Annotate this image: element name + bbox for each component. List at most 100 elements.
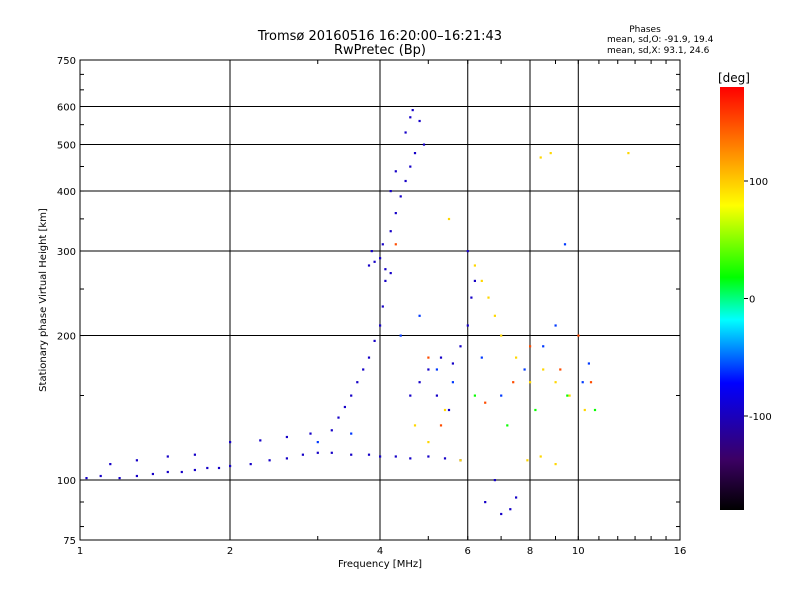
data-point xyxy=(549,152,552,155)
data-point xyxy=(418,381,421,384)
data-point xyxy=(118,477,121,480)
data-point xyxy=(515,496,518,499)
data-point xyxy=(413,152,417,155)
data-point xyxy=(337,416,340,419)
data-point xyxy=(554,463,557,466)
data-point xyxy=(473,264,476,267)
y-axis-ticks: 75 100 200 300 400 500 600 750 xyxy=(57,56,680,547)
data-point xyxy=(523,368,526,371)
y-tick-label: 75 xyxy=(63,536,76,547)
data-point xyxy=(418,314,421,317)
data-point xyxy=(350,453,353,456)
x-axis-ticks: 1 2 4 6 8 10 16 xyxy=(77,60,686,557)
x-tick-label: 2 xyxy=(227,546,233,557)
data-point xyxy=(399,195,402,198)
data-point xyxy=(394,455,397,458)
colorbar-tick-label: 0 xyxy=(749,295,755,306)
data-point xyxy=(568,394,571,397)
data-point xyxy=(500,512,503,516)
data-point xyxy=(418,119,421,123)
data-point xyxy=(542,368,545,371)
y-tick-label: 100 xyxy=(57,476,76,487)
data-point xyxy=(166,455,169,458)
data-point xyxy=(466,324,469,327)
data-point xyxy=(379,455,382,458)
x-tick-label: 6 xyxy=(465,546,471,557)
data-point xyxy=(526,459,529,462)
data-point xyxy=(500,394,503,397)
data-point xyxy=(379,324,382,327)
data-point xyxy=(268,459,271,462)
x-tick-label: 4 xyxy=(377,546,383,557)
data-point xyxy=(193,468,196,472)
data-point xyxy=(500,334,503,337)
data-point xyxy=(394,212,397,215)
data-point xyxy=(506,424,509,427)
data-point xyxy=(422,143,426,146)
colorbar-tick-label: 100 xyxy=(749,177,768,188)
data-point xyxy=(249,463,252,466)
data-point xyxy=(427,441,430,444)
data-point xyxy=(343,405,346,409)
data-point xyxy=(470,296,473,299)
data-point xyxy=(409,394,412,397)
data-point xyxy=(379,257,382,260)
stats-line-o: mean, sd,O: -91.9, 19.4 xyxy=(607,35,714,45)
data-point xyxy=(180,470,183,474)
colorbar-ticks: 100 0 -100 xyxy=(744,177,772,423)
y-tick-label: 200 xyxy=(57,332,76,343)
data-point xyxy=(362,368,365,371)
data-point xyxy=(484,401,487,404)
stats-heading: Phases xyxy=(629,25,661,35)
data-point xyxy=(99,474,102,478)
data-point xyxy=(413,424,417,427)
x-axis-label: Frequency [MHz] xyxy=(338,559,422,570)
data-point xyxy=(577,334,580,337)
data-point xyxy=(539,455,542,458)
data-point xyxy=(394,170,397,173)
data-point xyxy=(384,268,387,271)
data-point xyxy=(493,314,496,317)
data-point xyxy=(367,264,371,267)
x-tick-label: 10 xyxy=(572,546,585,557)
data-point xyxy=(559,368,562,371)
colorbar-tick-label: -100 xyxy=(749,412,772,423)
data-point xyxy=(350,432,353,435)
data-point xyxy=(435,394,438,397)
x-tick-label: 8 xyxy=(527,546,533,557)
data-point xyxy=(109,463,112,466)
data-point xyxy=(493,479,496,482)
y-tick-label: 500 xyxy=(57,141,76,152)
x-tick-label: 1 xyxy=(77,546,83,557)
data-point xyxy=(409,116,412,119)
data-point xyxy=(409,165,412,168)
data-point xyxy=(367,356,371,359)
data-point xyxy=(473,279,476,282)
data-point xyxy=(447,408,451,412)
data-point xyxy=(85,477,88,480)
data-point xyxy=(593,408,597,412)
data-point xyxy=(529,345,532,348)
data-point xyxy=(451,362,454,365)
data-point xyxy=(443,457,447,460)
chart-subtitle: RwPretec (Bp) xyxy=(334,43,426,58)
data-point xyxy=(435,368,438,371)
data-point xyxy=(627,152,630,155)
data-point xyxy=(509,508,512,511)
data-point xyxy=(394,243,397,246)
data-point xyxy=(135,459,138,462)
data-point xyxy=(367,453,371,456)
data-point xyxy=(229,441,232,444)
data-point xyxy=(411,109,414,112)
data-point xyxy=(427,455,430,458)
data-point xyxy=(229,464,232,468)
data-point xyxy=(512,381,515,384)
data-point xyxy=(459,345,462,348)
data-point xyxy=(443,408,447,412)
data-point xyxy=(480,356,483,359)
data-point xyxy=(356,381,359,384)
y-tick-label: 600 xyxy=(57,103,76,114)
y-tick-label: 750 xyxy=(57,56,76,67)
data-point xyxy=(554,324,557,327)
data-point xyxy=(285,457,288,460)
